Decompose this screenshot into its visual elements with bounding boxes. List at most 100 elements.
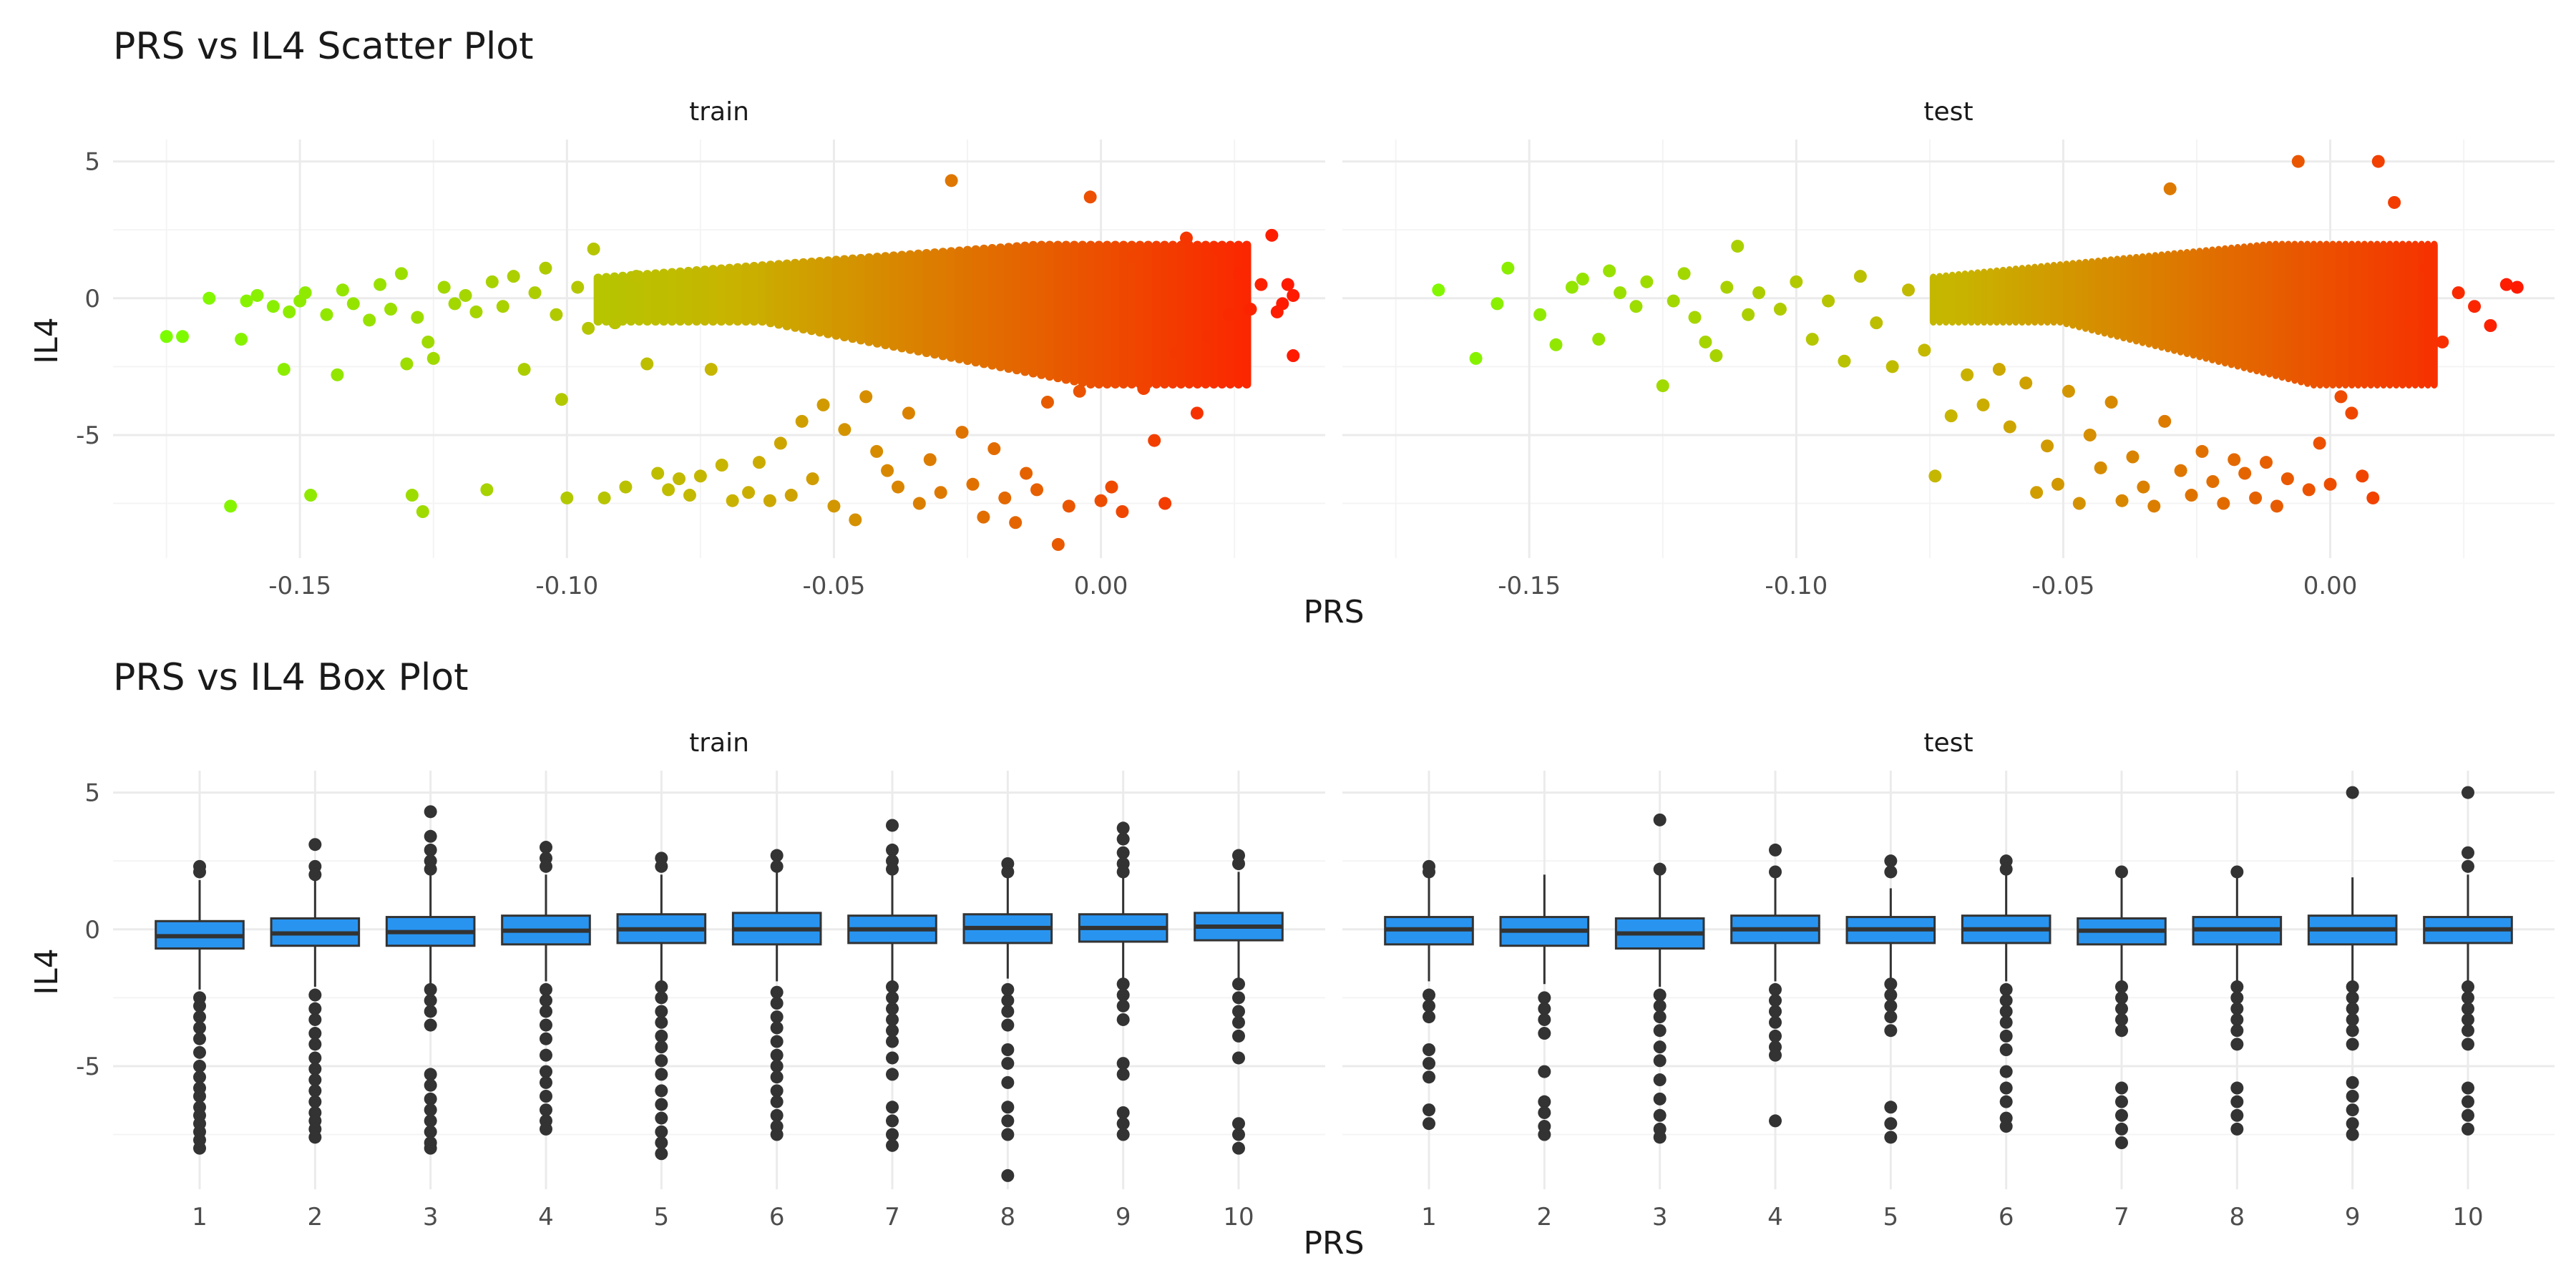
box-outlier — [1653, 988, 1667, 1002]
scatter-point — [1992, 363, 2006, 376]
box-outlier — [308, 1027, 322, 1040]
box-outlier — [2230, 1038, 2244, 1051]
box-outlier — [424, 862, 437, 876]
scatter-point — [571, 280, 585, 294]
scatter-point — [2484, 319, 2497, 332]
box-outlier — [424, 1018, 437, 1032]
box-outlier — [1769, 1029, 1782, 1043]
box-outlier — [770, 1070, 784, 1084]
scatter-density-band — [1102, 240, 1112, 389]
scatter-point — [1073, 384, 1086, 398]
scatter-density-band — [823, 256, 833, 338]
scatter-point — [870, 444, 884, 458]
box-outlier — [1653, 1054, 1667, 1068]
box-outlier — [424, 1005, 437, 1018]
scatter-point — [277, 363, 291, 376]
scatter-density-band — [2190, 248, 2197, 359]
box-outlier — [424, 1125, 437, 1138]
scatter-density-band — [2291, 240, 2298, 384]
box-outlier — [308, 1084, 322, 1098]
scatter-point — [1501, 261, 1515, 275]
scatter-point — [2126, 450, 2140, 464]
box-outlier — [770, 1084, 784, 1098]
scatter-density-band — [2323, 240, 2331, 389]
scatter-density-band — [2246, 243, 2254, 373]
scatter-point — [304, 489, 318, 502]
box-outlier — [2462, 1095, 2474, 1108]
box-outlier — [886, 1035, 899, 1048]
scatter-point — [987, 442, 1001, 456]
box-outlier — [1884, 1117, 1898, 1131]
scatter-density-band — [2018, 265, 2026, 326]
scatter-density-band — [725, 263, 734, 326]
scatter-point — [2371, 155, 2385, 168]
scatter-point — [2041, 439, 2054, 453]
box-outlier — [2346, 1024, 2359, 1038]
box-x-tick-label: 7 — [884, 1203, 900, 1231]
box-outlier — [2115, 1081, 2128, 1095]
scatter-density-band — [1993, 267, 2001, 326]
scatter-density-band — [1151, 240, 1161, 389]
scatter-density-band — [848, 254, 857, 343]
scatter-point — [998, 491, 1012, 504]
scatter-point — [619, 480, 633, 494]
scatter-density-band — [962, 245, 972, 365]
scatter-density-band — [2392, 240, 2400, 389]
scatter-point — [1469, 351, 1483, 365]
box-outlier — [540, 1005, 552, 1018]
scatter-density-band — [1070, 240, 1079, 386]
box-outlier — [2462, 1013, 2474, 1026]
scatter-point — [1640, 275, 1654, 288]
scatter-point — [630, 270, 643, 283]
scatter-point — [587, 242, 600, 255]
box-outlier — [1001, 865, 1015, 879]
scatter-point — [2345, 406, 2358, 420]
box-outlier — [1999, 1081, 2013, 1095]
box-x-tick-label: 3 — [423, 1203, 439, 1231]
box-outlier — [2115, 865, 2128, 879]
scatter-point — [881, 464, 894, 477]
box-outlier — [1538, 991, 1551, 1005]
box-outlier — [1884, 1101, 1898, 1114]
box-outlier — [308, 1002, 322, 1015]
scatter-point — [640, 357, 654, 371]
scatter-density-band — [2329, 240, 2337, 389]
scatter-point — [2195, 444, 2209, 458]
box-3 — [385, 805, 476, 1155]
scatter-density-band — [650, 269, 660, 326]
box-outlier — [770, 859, 784, 873]
box-chart-title: PRS vs IL4 Box Plot — [113, 656, 469, 699]
scatter-density-band — [815, 257, 824, 337]
scatter-density-band — [659, 268, 668, 326]
scatter-density-band — [2265, 240, 2273, 378]
scatter-point — [1533, 308, 1547, 321]
scatter-point — [320, 308, 333, 321]
box-outlier — [2346, 786, 2359, 799]
scatter-point — [539, 261, 552, 275]
box-8 — [962, 857, 1053, 1182]
scatter-point — [1281, 278, 1294, 291]
box-x-tick-label: 8 — [2230, 1203, 2245, 1231]
box-outlier — [655, 1040, 668, 1054]
box-outlier — [2462, 1002, 2474, 1015]
box-2 — [1499, 874, 1590, 1141]
scatter-point — [203, 291, 216, 305]
scatter-point — [1902, 283, 1916, 297]
box-outlier — [193, 1090, 206, 1103]
scatter-point — [2228, 453, 2241, 467]
box-7 — [2077, 865, 2167, 1149]
box-x-tick-label: 6 — [769, 1203, 785, 1231]
scatter-point — [1614, 286, 1627, 300]
box-outlier — [424, 1078, 437, 1092]
scatter-point — [608, 316, 622, 330]
box-outlier — [1653, 1073, 1667, 1087]
scatter-point — [582, 321, 595, 335]
box-outlier — [655, 980, 668, 994]
box-outlier — [1001, 1018, 1015, 1032]
box-outlier — [2230, 991, 2244, 1005]
box-outlier — [308, 1073, 322, 1087]
box-outlier — [1538, 1002, 1551, 1015]
box-outlier — [770, 1108, 784, 1122]
scatter-point — [411, 311, 424, 324]
scatter-density-band — [643, 270, 652, 326]
